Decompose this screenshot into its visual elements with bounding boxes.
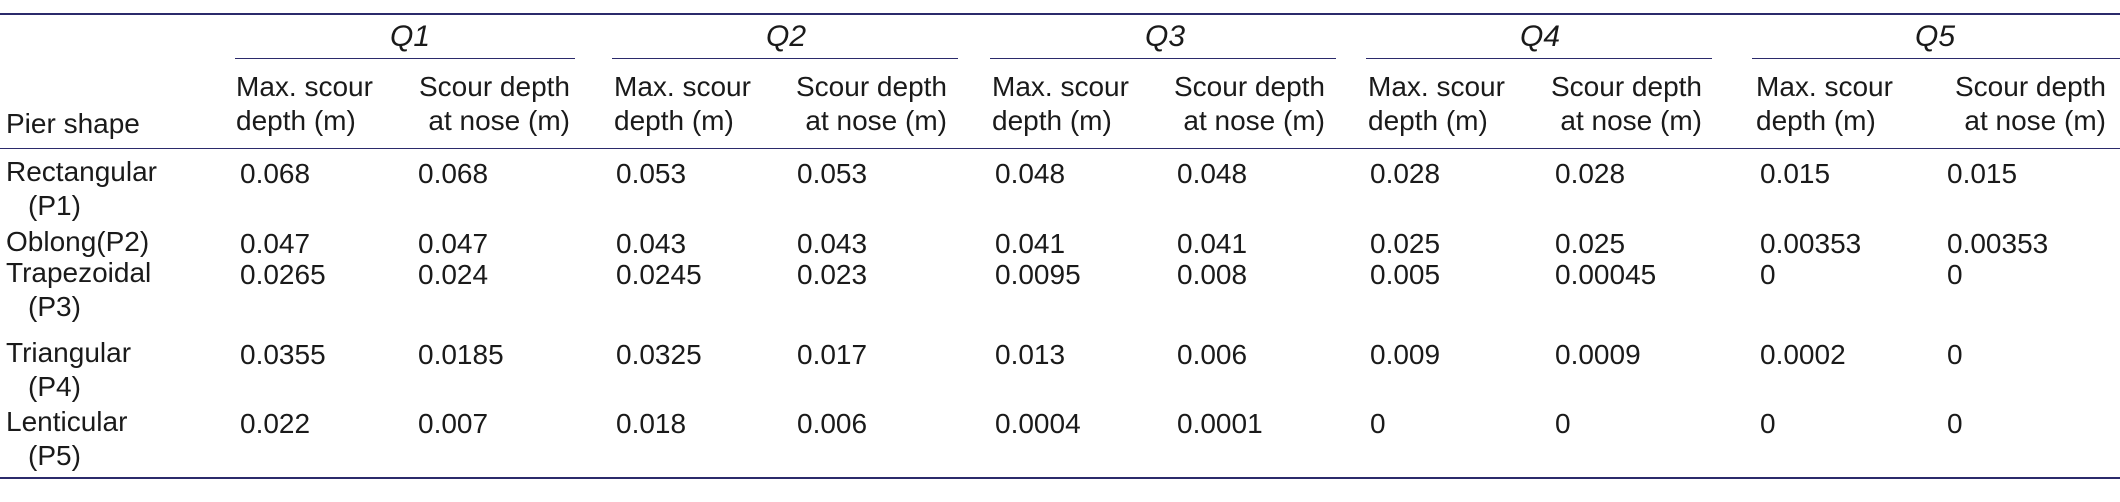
table-cell: 0.009: [1370, 339, 1441, 370]
table-cell: 0.0009: [1555, 339, 1641, 370]
table-cell: 0.013: [995, 339, 1066, 370]
group-header-q4: Q4: [1519, 20, 1561, 53]
table-bottom-rule: [0, 477, 2120, 479]
table-cell: 0.018: [616, 408, 687, 439]
table-cell: 0: [1947, 408, 1963, 439]
table-cell: 0.0265: [240, 259, 326, 290]
table-cell: 0.005: [1370, 259, 1441, 290]
row-label: Rectangular (P1): [6, 156, 157, 221]
table-cell: 0.041: [1177, 228, 1248, 259]
table-cell: 0: [1555, 408, 1571, 439]
col-header-max-q1: Max. scour depth (m): [236, 71, 373, 136]
table-cell: 0.015: [1947, 158, 2018, 189]
table-cell: 0.0185: [418, 339, 504, 370]
table-cell: 0.007: [418, 408, 489, 439]
col-header-nose-q1: Scour depth at nose (m): [419, 71, 570, 136]
table-cell: 0: [1947, 339, 1963, 370]
col-header-max-q3: Max. scour depth (m): [992, 71, 1129, 136]
table-cell: 0.028: [1370, 158, 1441, 189]
table-cell: 0.0245: [616, 259, 702, 290]
col-header-max-q2: Max. scour depth (m): [614, 71, 751, 136]
table-cell: 0: [1760, 259, 1776, 290]
table-cell: 0.053: [797, 158, 868, 189]
table-cell: 0.068: [418, 158, 489, 189]
table-cell: 0.0002: [1760, 339, 1846, 370]
table-cell: 0.043: [616, 228, 687, 259]
col-header-nose-q4: Scour depth at nose (m): [1551, 71, 1702, 136]
table-cell: 0.00353: [1760, 228, 1862, 259]
table-cell: 0.006: [1177, 339, 1248, 370]
table-cell: 0.023: [797, 259, 868, 290]
table-cell: 0.015: [1760, 158, 1831, 189]
col-header-nose-q2: Scour depth at nose (m): [796, 71, 947, 136]
table-cell: 0.024: [418, 259, 489, 290]
table-cell: 0.068: [240, 158, 311, 189]
table-cell: 0.0001: [1177, 408, 1263, 439]
row-label: Trapezoidal (P3): [6, 257, 152, 322]
table-cell: 0.047: [418, 228, 489, 259]
col-header-nose-q3: Scour depth at nose (m): [1174, 71, 1325, 136]
table-cell: 0.008: [1177, 259, 1248, 290]
table-cell: 0.0004: [995, 408, 1081, 439]
table-cell: 0.041: [995, 228, 1066, 259]
group-rule-q1: [235, 58, 575, 59]
table-cell: 0: [1370, 408, 1386, 439]
table-cell: 0: [1947, 259, 1963, 290]
table-cell: 0.025: [1555, 228, 1626, 259]
col-header-max-q4: Max. scour depth (m): [1368, 71, 1505, 136]
table-cell: 0.043: [797, 228, 868, 259]
group-rule-q2: [612, 58, 958, 59]
table-cell: 0.0355: [240, 339, 326, 370]
group-rule-q4: [1366, 58, 1712, 59]
group-rule-q3: [990, 58, 1336, 59]
table-cell: 0.048: [1177, 158, 1248, 189]
table-cell: 0.006: [797, 408, 868, 439]
table-cell: 0.025: [1370, 228, 1441, 259]
group-rule-q5: [1752, 58, 2120, 59]
table-cell: 0.053: [616, 158, 687, 189]
table-cell: 0: [1760, 408, 1776, 439]
table-cell: 0.00045: [1555, 259, 1657, 290]
row-label: Lenticular (P5): [6, 406, 128, 471]
col-header-max-q5: Max. scour depth (m): [1756, 71, 1893, 136]
table-cell: 0.0325: [616, 339, 702, 370]
table-cell: 0.028: [1555, 158, 1626, 189]
row-header-label: Pier shape: [6, 108, 140, 139]
col-header-nose-q5: Scour depth at nose (m): [1955, 71, 2106, 136]
table-top-rule: [0, 13, 2120, 15]
group-header-q1: Q1: [389, 20, 431, 53]
table-cell: 0.048: [995, 158, 1066, 189]
table-header-rule: [0, 148, 2120, 149]
table-cell: 0.022: [240, 408, 311, 439]
table-cell: 0.0095: [995, 259, 1081, 290]
table-cell: 0.047: [240, 228, 311, 259]
row-label: Triangular (P4): [6, 337, 132, 402]
row-label: Oblong(P2): [6, 226, 150, 257]
table-cell: 0.00353: [1947, 228, 2049, 259]
table-cell: 0.017: [797, 339, 868, 370]
group-header-q3: Q3: [1144, 20, 1186, 53]
group-header-q2: Q2: [765, 20, 807, 53]
group-header-q5: Q5: [1914, 20, 1956, 53]
